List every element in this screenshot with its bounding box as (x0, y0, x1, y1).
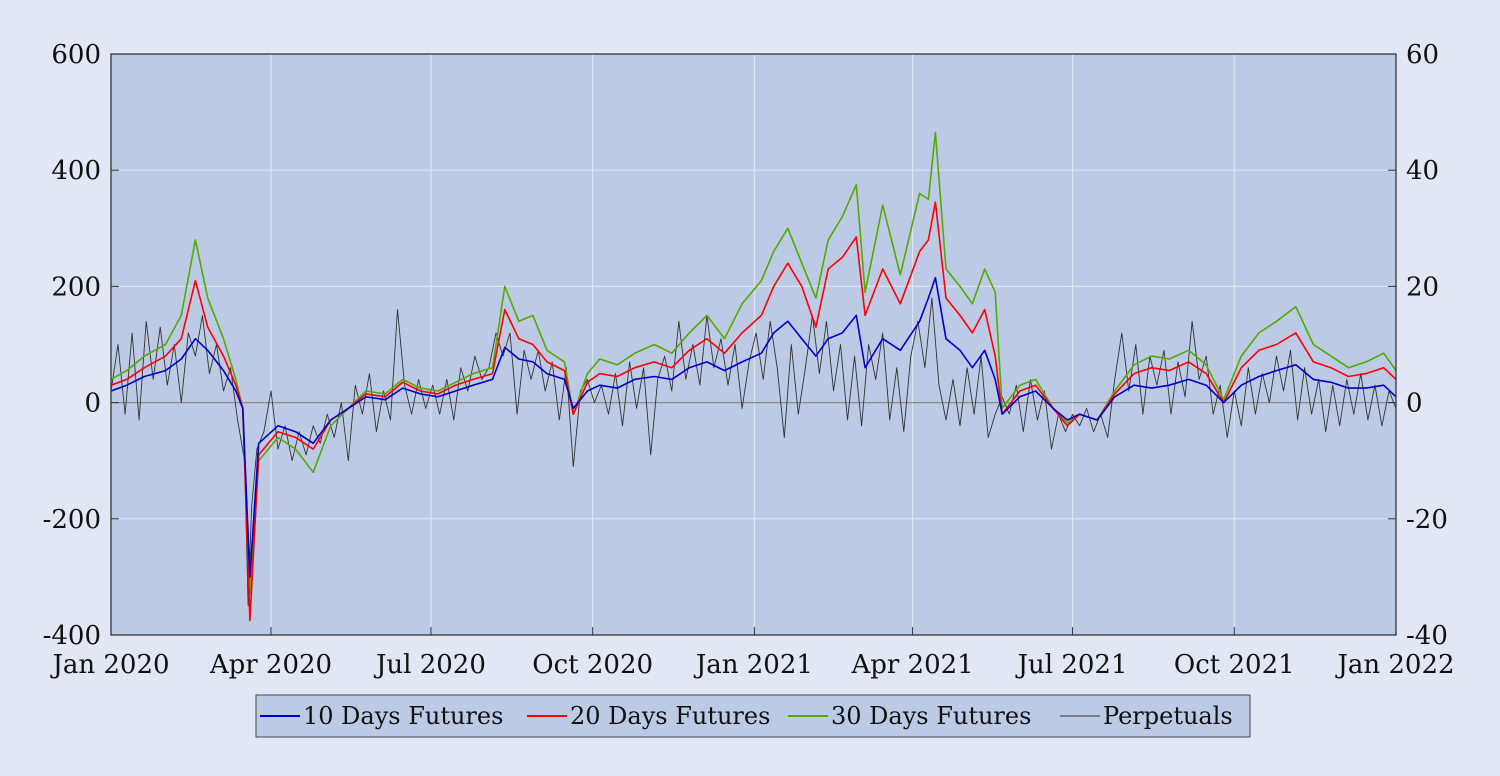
series-line-30-days-futures (110, 131, 1397, 596)
x-tick-label: Apr 2021 (850, 650, 973, 680)
x-tick-label: Apr 2020 (209, 650, 332, 680)
y-tick-label-left: 200 (51, 272, 101, 302)
x-tick-label: Jul 2020 (373, 650, 486, 680)
legend: 10 Days Futures 20 Days Futures 30 Days Fu… (255, 694, 1251, 738)
y-tick-label-right: -20 (1406, 505, 1448, 535)
y-tick-label-left: -400 (43, 621, 101, 651)
series-line-20-days-futures (110, 201, 1397, 622)
series-group (110, 131, 1397, 622)
x-tick-label: Jul 2021 (1015, 650, 1128, 680)
tick-labels: Jan 2020 Apr 2020 Jul 2020 Oct 2020 Jan 2021… (43, 40, 1455, 680)
series-line-10-days-futures (110, 276, 1397, 578)
y-tick-label-right: 60 (1406, 40, 1439, 70)
legend-label: 20 Days Futures (570, 702, 770, 730)
y-tick-label-left: 400 (51, 156, 101, 186)
y-tick-label-right: 40 (1406, 156, 1439, 186)
y-tick-label-right: 20 (1406, 272, 1439, 302)
x-tick-label: Oct 2020 (532, 650, 653, 680)
y-tick-label-left: -200 (43, 505, 101, 535)
x-tick-label: Jan 2021 (693, 650, 813, 680)
x-tick-label: Jan 2020 (49, 650, 169, 680)
grid (111, 54, 1396, 635)
y-tick-label-left: 600 (51, 40, 101, 70)
legend-label: 10 Days Futures (303, 702, 503, 730)
x-tick-label: Jan 2022 (1334, 650, 1454, 680)
x-tick-label: Oct 2021 (1174, 650, 1295, 680)
y-tick-label-right: -40 (1406, 621, 1448, 651)
legend-label: Perpetuals (1103, 702, 1233, 730)
y-tick-label-right: 0 (1406, 389, 1423, 419)
plot-frame (110, 53, 1397, 636)
legend-label: 30 Days Futures (831, 702, 1031, 730)
y-tick-label-left: 0 (84, 389, 101, 419)
